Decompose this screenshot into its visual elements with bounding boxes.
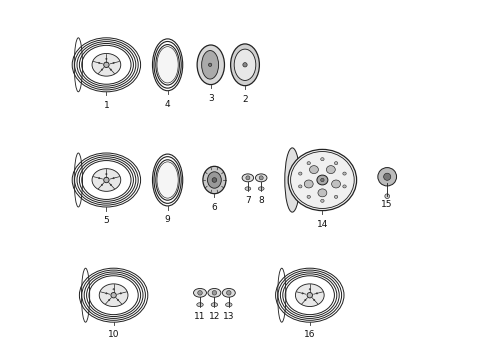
Text: 3: 3 (208, 94, 214, 103)
Text: 8: 8 (258, 196, 264, 205)
Circle shape (212, 178, 217, 182)
Circle shape (305, 299, 306, 301)
Ellipse shape (211, 303, 218, 307)
Ellipse shape (222, 288, 235, 297)
Text: 12: 12 (209, 312, 220, 321)
Text: 14: 14 (317, 220, 328, 229)
Text: 5: 5 (103, 216, 109, 225)
Ellipse shape (197, 45, 224, 85)
Circle shape (113, 62, 114, 64)
Ellipse shape (298, 172, 302, 175)
Text: 13: 13 (223, 312, 235, 321)
Ellipse shape (304, 180, 313, 188)
Ellipse shape (310, 166, 318, 174)
Ellipse shape (258, 187, 264, 190)
Ellipse shape (326, 166, 335, 174)
Text: 7: 7 (245, 196, 251, 205)
Circle shape (316, 293, 318, 294)
Ellipse shape (225, 303, 232, 307)
Circle shape (106, 58, 107, 59)
Ellipse shape (231, 44, 259, 86)
Ellipse shape (334, 162, 338, 165)
Circle shape (307, 292, 313, 298)
Ellipse shape (234, 49, 256, 81)
Text: 16: 16 (304, 330, 316, 339)
Circle shape (246, 176, 250, 180)
Circle shape (320, 178, 324, 182)
Circle shape (198, 291, 202, 295)
Ellipse shape (208, 288, 221, 297)
Ellipse shape (92, 54, 121, 76)
Ellipse shape (207, 172, 221, 188)
Circle shape (113, 177, 114, 179)
Circle shape (208, 63, 212, 67)
Ellipse shape (334, 195, 338, 198)
Circle shape (113, 289, 114, 290)
Ellipse shape (343, 185, 346, 188)
Ellipse shape (307, 195, 311, 198)
Circle shape (106, 174, 107, 175)
Ellipse shape (298, 185, 302, 188)
Ellipse shape (320, 158, 324, 161)
Ellipse shape (307, 162, 311, 165)
Circle shape (110, 184, 112, 185)
Ellipse shape (378, 167, 396, 186)
Ellipse shape (157, 162, 178, 198)
Circle shape (243, 63, 247, 67)
Circle shape (117, 299, 119, 301)
Circle shape (120, 293, 122, 294)
Ellipse shape (245, 187, 251, 190)
Circle shape (106, 293, 107, 294)
Circle shape (101, 184, 102, 185)
Circle shape (98, 62, 100, 64)
Text: 6: 6 (212, 203, 217, 212)
Circle shape (108, 299, 110, 301)
Circle shape (212, 291, 217, 295)
Ellipse shape (242, 174, 254, 182)
Ellipse shape (295, 284, 324, 307)
Text: 15: 15 (381, 200, 393, 209)
Ellipse shape (203, 166, 226, 194)
Ellipse shape (285, 148, 300, 212)
Text: 9: 9 (165, 215, 171, 224)
Ellipse shape (255, 174, 267, 182)
Ellipse shape (92, 168, 121, 192)
Circle shape (314, 299, 315, 301)
Circle shape (104, 177, 109, 183)
Circle shape (104, 62, 109, 68)
Text: 1: 1 (103, 101, 109, 110)
Circle shape (259, 176, 263, 180)
Ellipse shape (197, 303, 203, 307)
Circle shape (110, 69, 112, 70)
Circle shape (384, 173, 391, 180)
Ellipse shape (332, 180, 341, 188)
Circle shape (309, 289, 311, 290)
Ellipse shape (99, 284, 128, 307)
Circle shape (385, 194, 390, 198)
Circle shape (98, 177, 100, 179)
Ellipse shape (201, 50, 219, 79)
Circle shape (111, 292, 116, 298)
Ellipse shape (288, 149, 357, 211)
Ellipse shape (318, 189, 327, 197)
Text: 11: 11 (194, 312, 206, 321)
Text: 2: 2 (242, 95, 248, 104)
Ellipse shape (343, 172, 346, 175)
Circle shape (101, 69, 102, 70)
Text: 10: 10 (108, 330, 120, 339)
Circle shape (302, 293, 303, 294)
Ellipse shape (194, 288, 206, 297)
Circle shape (226, 291, 231, 295)
Ellipse shape (157, 47, 178, 83)
Text: 4: 4 (165, 100, 171, 109)
Ellipse shape (320, 199, 324, 202)
Ellipse shape (317, 175, 328, 185)
